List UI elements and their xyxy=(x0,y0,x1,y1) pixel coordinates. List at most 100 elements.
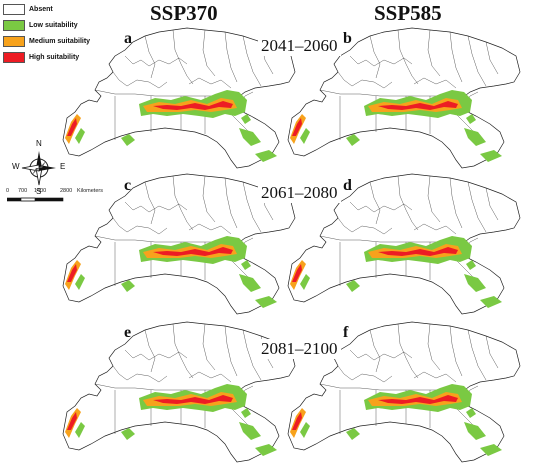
country-border xyxy=(172,323,194,379)
country-border xyxy=(485,187,499,221)
low-suitability-region xyxy=(255,444,277,456)
panel-letter-e: e xyxy=(124,324,132,341)
low-suitability-region xyxy=(464,128,486,146)
low-suitability-region xyxy=(241,260,251,270)
country-border xyxy=(172,29,194,85)
legend-item-medium: Medium suitability xyxy=(3,35,90,48)
country-border xyxy=(224,31,238,83)
country-border xyxy=(427,175,441,223)
country-border xyxy=(369,329,381,373)
map-panel-a xyxy=(62,27,296,169)
low-suitability-region xyxy=(480,296,502,308)
low-suitability-region xyxy=(241,408,251,418)
country-border xyxy=(413,371,457,383)
country-border xyxy=(449,177,463,229)
legend-item-absent: Absent xyxy=(3,3,90,16)
country-border xyxy=(124,201,188,213)
country-border xyxy=(124,349,188,361)
low-suitability-region xyxy=(121,134,135,146)
low-suitability-region xyxy=(300,128,310,144)
map-panel-b xyxy=(287,27,521,169)
low-suitability-region xyxy=(75,128,85,144)
column-heading-ssp585: SSP585 xyxy=(374,1,442,25)
panel-letter-d: d xyxy=(343,177,352,194)
low-suitability-region xyxy=(480,150,502,162)
scale-tick-1400: 1400 xyxy=(34,188,47,194)
high-suitability-region xyxy=(378,101,458,110)
country-border xyxy=(202,175,216,223)
legend-item-low: Low suitability xyxy=(3,19,90,32)
legend-label-medium: Medium suitability xyxy=(29,38,91,45)
country-border xyxy=(485,335,499,369)
country-border xyxy=(337,217,393,235)
country-border xyxy=(242,329,262,381)
map-panel-d xyxy=(287,173,521,315)
country-border xyxy=(188,223,232,235)
compass-west: W xyxy=(12,162,20,171)
map-legend: Absent Low suitability Medium suitabilit… xyxy=(3,3,90,67)
high-suitability-region xyxy=(153,395,233,404)
country-border xyxy=(485,41,499,75)
compass-rose: N S W E xyxy=(12,139,65,196)
low-suitability-region xyxy=(300,274,310,290)
legend-label-low: Low suitability xyxy=(29,22,78,29)
country-border xyxy=(449,31,463,83)
country-border xyxy=(224,325,238,377)
country-border xyxy=(112,365,168,383)
scale-bar-graphic xyxy=(7,197,64,202)
country-border xyxy=(188,77,232,89)
country-border xyxy=(224,177,238,229)
period-label-2: 2061–2080 xyxy=(258,183,341,203)
country-border xyxy=(397,29,419,85)
country-border xyxy=(467,329,487,381)
low-suitability-region xyxy=(466,260,476,270)
country-border xyxy=(427,29,441,77)
legend-swatch-low xyxy=(3,20,25,31)
country-border xyxy=(144,181,156,225)
low-suitability-region xyxy=(75,274,85,290)
low-suitability-region xyxy=(121,280,135,292)
low-suitability-region xyxy=(480,444,502,456)
scale-tick-0: 0 xyxy=(6,188,10,194)
legend-swatch-high xyxy=(3,52,25,63)
country-border xyxy=(144,35,156,79)
country-border xyxy=(413,223,457,235)
map-panel-e xyxy=(62,321,296,463)
country-border xyxy=(397,323,419,379)
high-suitability-region xyxy=(153,247,233,256)
low-suitability-region xyxy=(464,422,486,440)
country-border xyxy=(202,29,216,77)
low-suitability-region xyxy=(346,134,360,146)
high-suitability-region xyxy=(292,118,302,136)
country-border xyxy=(397,175,419,231)
high-suitability-region xyxy=(67,264,77,282)
period-label-3: 2081–2100 xyxy=(258,339,341,359)
country-border xyxy=(242,181,262,233)
low-suitability-region xyxy=(239,128,261,146)
legend-swatch-medium xyxy=(3,36,25,47)
low-suitability-region xyxy=(121,428,135,440)
high-suitability-region xyxy=(67,412,77,430)
high-suitability-region xyxy=(378,395,458,404)
low-suitability-region xyxy=(255,296,277,308)
country-border xyxy=(337,365,393,383)
country-border xyxy=(172,175,194,231)
scale-tick-700: 700 xyxy=(18,188,28,194)
country-border xyxy=(413,77,457,89)
low-suitability-region xyxy=(241,114,251,124)
low-suitability-region xyxy=(239,274,261,292)
high-suitability-region xyxy=(378,247,458,256)
low-suitability-region xyxy=(466,114,476,124)
country-border xyxy=(349,349,413,361)
legend-label-high: High suitability xyxy=(29,54,80,61)
country-border xyxy=(202,323,216,371)
country-border xyxy=(112,71,168,89)
country-border xyxy=(337,71,393,89)
panel-letter-a: a xyxy=(124,30,132,47)
low-suitability-region xyxy=(300,422,310,438)
low-suitability-region xyxy=(346,428,360,440)
country-border xyxy=(467,35,487,87)
low-suitability-region xyxy=(255,150,277,162)
country-border xyxy=(369,35,381,79)
